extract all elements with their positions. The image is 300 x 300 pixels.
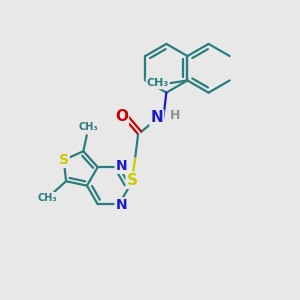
Text: O: O	[115, 109, 128, 124]
Text: N: N	[151, 110, 163, 125]
Text: N: N	[116, 159, 127, 173]
Text: CH₃: CH₃	[79, 122, 98, 132]
Text: CH₃: CH₃	[38, 193, 58, 203]
Text: N: N	[116, 198, 127, 212]
Text: S: S	[59, 153, 69, 167]
Text: S: S	[127, 173, 138, 188]
Text: CH₃: CH₃	[147, 78, 169, 88]
Text: H: H	[169, 109, 180, 122]
